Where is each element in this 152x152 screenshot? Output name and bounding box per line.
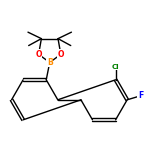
Text: Cl: Cl: [112, 64, 119, 70]
Text: O: O: [35, 50, 42, 59]
Text: B: B: [47, 58, 53, 67]
Text: F: F: [138, 91, 143, 100]
Text: O: O: [58, 50, 64, 59]
